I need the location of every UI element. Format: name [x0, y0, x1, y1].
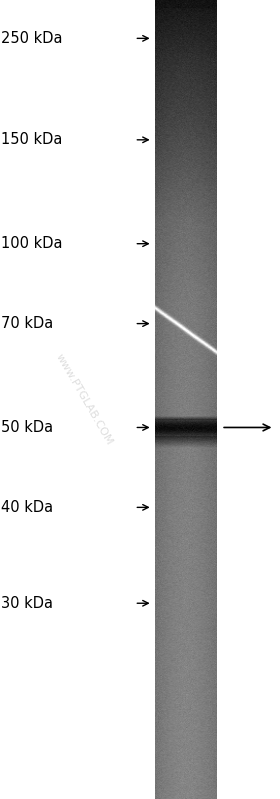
Text: 150 kDa: 150 kDa: [1, 133, 63, 147]
Text: 40 kDa: 40 kDa: [1, 500, 53, 515]
Text: 250 kDa: 250 kDa: [1, 31, 63, 46]
Text: 100 kDa: 100 kDa: [1, 237, 63, 251]
Text: 50 kDa: 50 kDa: [1, 420, 53, 435]
Text: 70 kDa: 70 kDa: [1, 316, 54, 331]
Text: 30 kDa: 30 kDa: [1, 596, 53, 610]
Text: www.PTGLAB.COM: www.PTGLAB.COM: [54, 352, 114, 447]
